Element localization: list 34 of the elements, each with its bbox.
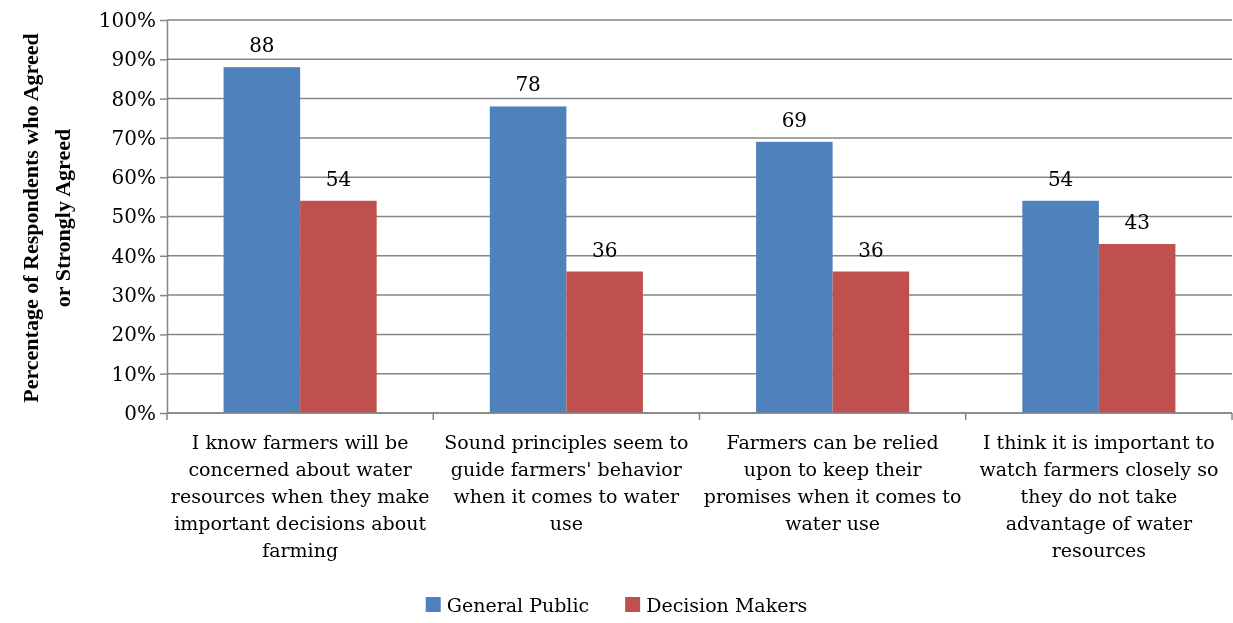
data-label: 43 (1124, 210, 1150, 235)
bar (223, 67, 301, 413)
y-tick-label: 0% (124, 400, 156, 425)
data-label: 54 (325, 166, 352, 191)
y-tick-label: 70% (111, 125, 156, 150)
y-tick-label: 30% (111, 283, 156, 307)
bar (489, 106, 567, 413)
y-tick-label: 90% (111, 47, 156, 72)
data-label: 78 (515, 72, 541, 97)
data-label: 36 (858, 237, 884, 262)
legend-label: General Public (446, 594, 590, 616)
x-tick-label: Farmers can be relied upon to keep their promises when it comes to water use (703, 431, 962, 534)
data-label: 36 (591, 237, 618, 262)
y-tick-label: 80% (111, 86, 156, 111)
bar (1022, 200, 1099, 413)
data-label: 54 (1047, 166, 1074, 191)
y-tick-label: 50% (111, 204, 156, 229)
bar (832, 271, 910, 413)
bar (1098, 244, 1176, 413)
y-tick-label: 40% (111, 243, 156, 268)
y-tick-label: 10% (111, 361, 156, 386)
x-tick-label: I think it is important to watch farmers closely so they do not take advantage of water resources (979, 431, 1219, 561)
bar (756, 141, 833, 413)
y-tick-label: 100% (98, 7, 156, 32)
x-tick-label: Sound principles seem to guide farmers' behavior when it comes to water use (444, 431, 689, 534)
bar (566, 271, 643, 413)
y-tick-label: 20% (111, 322, 156, 347)
y-tick-label: 60% (111, 165, 156, 190)
y-axis-title: Percentage of Respondents who Agreed or Strongly Agreed (18, 33, 75, 403)
bar (300, 200, 377, 413)
x-tick-label: I know farmers will be concerned about water resources when they make important decisions about farming (170, 431, 430, 561)
legend-label: Decision Makers (646, 594, 808, 616)
data-label: 69 (781, 107, 808, 132)
data-label: 88 (249, 33, 275, 58)
